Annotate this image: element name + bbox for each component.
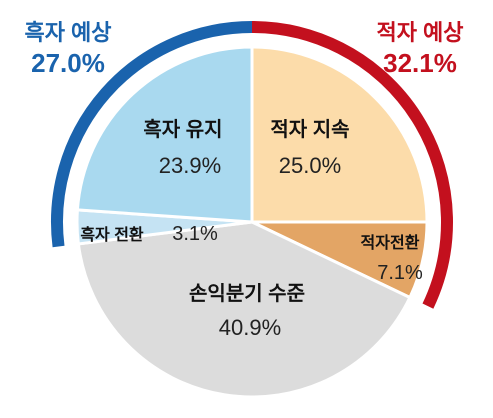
group-arcs-layer <box>51 21 453 309</box>
slice-label-deficit-continue: 적자 지속 <box>270 118 349 141</box>
slice-label-surplus-keep: 흑자 유지 <box>143 117 222 141</box>
slice-value-breakeven: 40.9% <box>219 315 281 340</box>
slice-value-deficit-continue: 25.0% <box>279 153 341 178</box>
group-arc-deficit <box>251 21 453 309</box>
slice-label-breakeven: 손익분기 수준 <box>189 282 305 305</box>
slices-layer <box>75 45 429 399</box>
slice-label-surplus-turn: 흑자 전환 <box>80 225 144 244</box>
slice-deficit-continue <box>250 45 429 224</box>
slice-surplus-keep <box>75 45 254 224</box>
slice-label-deficit-turn: 적자전환 <box>361 234 420 252</box>
slice-breakeven <box>76 220 412 399</box>
slice-value-deficit-turn: 7.1% <box>377 262 423 284</box>
slice-value-surplus-turn: 3.1% <box>172 223 218 245</box>
group-value-deficit: 32.1% <box>383 48 457 78</box>
slice-value-surplus-keep: 23.9% <box>159 153 221 178</box>
group-arc-surplus <box>51 21 253 248</box>
group-value-surplus: 27.0% <box>31 48 105 78</box>
group-label-surplus: 흑자 예상 <box>24 20 111 45</box>
group-label-deficit: 적자 예상 <box>376 20 463 45</box>
